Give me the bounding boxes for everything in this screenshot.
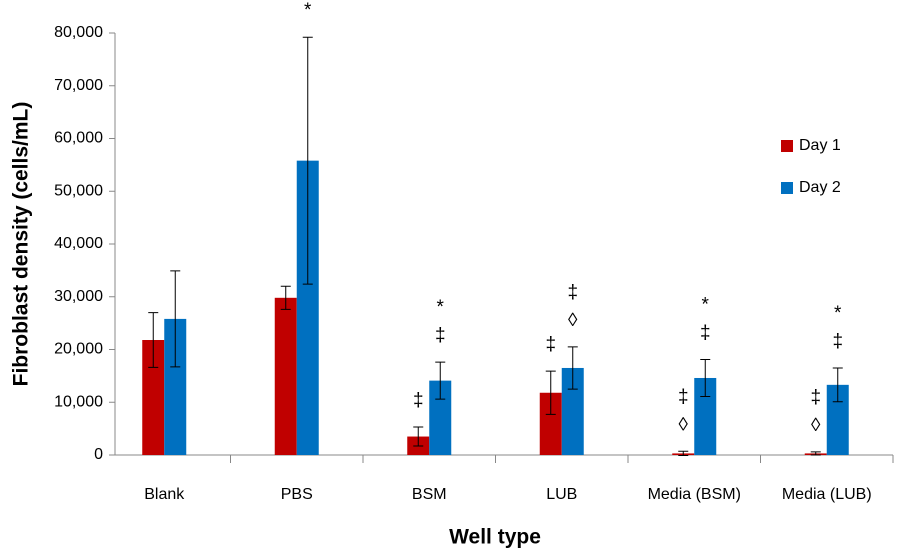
error-bar (832, 367, 843, 403)
bar (164, 318, 187, 455)
error-bar (810, 451, 821, 456)
annotation: ‡ (435, 325, 446, 346)
annotation: ◊ (568, 310, 578, 331)
annotation: ◊ (811, 415, 821, 436)
y-tick-label: 60,000 (54, 130, 103, 147)
legend-label: Day 2 (799, 179, 841, 196)
y-axis-title: Fibroblast density (cells/mL) (10, 102, 33, 387)
error-bar (302, 36, 313, 285)
error-bar (280, 285, 291, 310)
legend-swatch (781, 182, 793, 194)
annotation: ‡ (567, 282, 578, 303)
bar (274, 297, 297, 455)
y-tick-label: 40,000 (54, 235, 103, 252)
x-tick-label: PBS (281, 486, 313, 503)
x-tick-label: Media (BSM) (648, 486, 741, 503)
y-tick-label: 70,000 (54, 77, 103, 94)
bar (429, 380, 452, 455)
error-bar (435, 361, 446, 400)
error-bar (545, 370, 556, 415)
x-tick-label: LUB (546, 486, 577, 503)
annotation: ‡ (413, 390, 424, 411)
error-bar (148, 312, 159, 368)
x-tick-label: BSM (412, 486, 447, 503)
error-bar (413, 426, 424, 447)
x-tick-label: Media (LUB) (782, 486, 872, 503)
annotation: ◊ (679, 414, 689, 435)
annotation: * (304, 0, 312, 21)
x-tick-label: Blank (144, 486, 185, 503)
bar (694, 377, 717, 455)
annotation: * (702, 295, 710, 316)
annotation: * (834, 303, 842, 324)
annotation: ‡ (700, 323, 711, 344)
y-tick-label: 30,000 (54, 288, 103, 305)
x-axis-title: Well type (449, 526, 541, 549)
error-bar (170, 270, 181, 368)
bar (296, 160, 319, 455)
legend-label: Day 1 (799, 137, 841, 154)
legend-swatch (781, 140, 793, 152)
y-tick-label: 80,000 (54, 24, 103, 41)
error-bar (678, 450, 689, 457)
y-tick-label: 50,000 (54, 182, 103, 199)
bar (826, 384, 849, 455)
error-bar (700, 359, 711, 397)
bar (539, 392, 562, 455)
y-tick-label: 10,000 (54, 393, 103, 410)
y-tick-label: 20,000 (54, 341, 103, 358)
annotation: ‡ (832, 331, 843, 352)
annotation: * (437, 297, 445, 318)
bar (561, 367, 584, 455)
annotation: ‡ (810, 387, 821, 408)
annotation: ‡ (678, 386, 689, 407)
y-tick-label: 0 (94, 446, 103, 463)
error-bar (567, 346, 578, 390)
annotation: ‡ (545, 334, 556, 355)
bar (142, 340, 165, 455)
